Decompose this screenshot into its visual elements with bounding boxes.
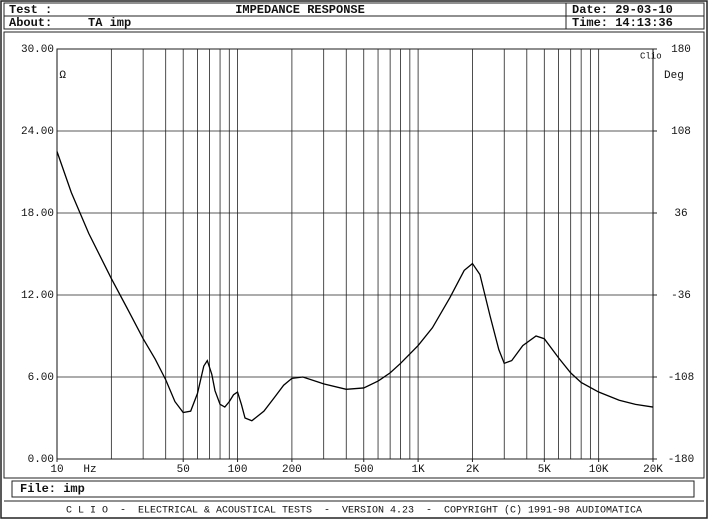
plot-frame [3, 31, 705, 479]
header: Test : IMPEDANCE RESPONSE Date: 29-03-10… [3, 2, 705, 30]
y2-tick-label: -180 [668, 454, 694, 466]
header-title: IMPEDANCE RESPONSE [235, 3, 365, 17]
x-tick-label: 10K [589, 464, 609, 476]
impedance-curve [56, 151, 654, 422]
x-tick-label: 2K [466, 464, 480, 476]
y-tick-label: 6.00 [28, 372, 54, 384]
y2-tick-label: 180 [671, 44, 691, 56]
y-tick-label: 0.00 [28, 454, 54, 466]
y2-tick-label: -36 [671, 290, 691, 302]
x-tick-label: 5K [538, 464, 552, 476]
time: Time: 14:13:36 [572, 16, 673, 30]
x-tick-label: 20K [643, 464, 663, 476]
y2-tick-label: -108 [668, 372, 694, 384]
file-box [11, 480, 695, 498]
y2-tick-label: 36 [674, 208, 687, 220]
x-tick-label: 10 [50, 464, 63, 476]
x-unit: Hz [83, 464, 96, 476]
y2-tick-label: 108 [671, 126, 691, 138]
y2-unit: Deg [664, 70, 684, 82]
test-label: Test : [9, 3, 52, 17]
y-tick-label: 12.00 [21, 290, 54, 302]
brand: Clio [640, 51, 662, 61]
x-tick-label: 1K [411, 464, 425, 476]
y-tick-label: 24.00 [21, 126, 54, 138]
about: TA imp [88, 16, 131, 30]
about-label: About: [9, 16, 52, 30]
file-name: File: imp [20, 482, 85, 496]
date: Date: 29-03-10 [572, 3, 673, 17]
y-tick-label: 18.00 [21, 208, 54, 220]
x-tick-label: 50 [177, 464, 190, 476]
x-tick-label: 100 [228, 464, 248, 476]
x-tick-label: 500 [354, 464, 374, 476]
y-unit: Ω [59, 70, 66, 82]
credits: C L I O - ELECTRICAL & ACOUSTICAL TESTS … [66, 505, 642, 517]
y-tick-label: 30.00 [21, 44, 54, 56]
x-tick-label: 200 [282, 464, 302, 476]
